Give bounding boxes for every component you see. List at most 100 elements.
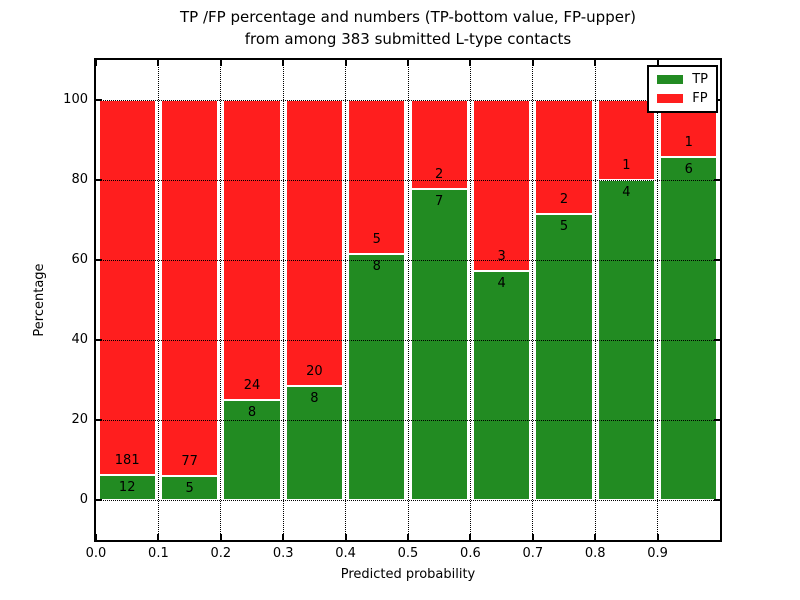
tp-count-label: 12 [118,480,136,496]
y-tick-right [714,259,720,261]
x-tick-top [531,60,534,66]
x-tick-bottom [282,534,285,540]
v-gridline [220,60,222,540]
tp-bar-segment [348,253,406,500]
x-tick-bottom [219,534,222,540]
x-tick-top [469,60,472,66]
x-tick-label: 0.8 [584,546,606,561]
v-gridline [407,60,409,540]
x-tick-bottom [531,534,534,540]
chart-title: TP /FP percentage and numbers (TP-bottom… [180,8,636,48]
y-tick-right [714,499,720,501]
y-tick-label: 80 [71,172,88,187]
x-axis-title: Predicted probability [340,567,476,582]
y-tick-left [96,339,102,341]
y-tick-label: 100 [63,92,88,107]
y-tick-label: 0 [79,492,88,507]
tp-count-label: 8 [310,390,319,406]
x-tick-label: 0.1 [148,546,169,561]
y-tick-left [96,259,102,261]
fp-bar-segment [535,100,593,215]
tp-bar-segment [660,157,718,500]
x-tick-top [344,60,347,66]
x-tick-top [407,60,409,66]
v-gridline [469,60,471,540]
fp-bar-segment [98,100,156,476]
tp-bar-segment [285,385,344,500]
legend-item: TP [657,73,708,86]
y-tick-right [714,179,720,181]
plot-area: TP FP 181 12 77 5 24 8 20 8 5 8 2 7 3 4 2 5 1 4 1 6 [94,58,722,542]
fp-count-label: 2 [559,192,569,208]
y-tick-left [96,419,102,421]
tp-bar-segment [535,214,593,500]
x-tick-bottom [95,534,97,540]
x-tick-top [219,60,222,66]
v-gridline [282,60,284,540]
fp-bar-segment [285,100,344,386]
x-tick-bottom [656,534,659,540]
fp-count-label: 5 [372,231,381,247]
fp-bar-segment [410,100,468,189]
fp-count-label: 2 [435,166,444,182]
y-tick-labels: 0 20 40 60 80 100 [0,60,88,540]
x-tick-bottom [344,534,347,540]
y-tick-label: 60 [71,252,88,267]
x-tick-label: 0.3 [272,546,294,561]
y-tick-right [714,339,720,341]
fp-bar-segment [597,100,656,180]
fp-count-label: 3 [497,249,506,265]
x-tick-top [95,60,97,66]
x-tick-labels: 0.0 0.1 0.2 0.3 0.4 0.5 0.6 0.7 0.8 0.9 [86,546,720,564]
tp-count-label: 4 [497,276,506,292]
fp-count-label: 20 [306,363,323,379]
x-tick-bottom [407,534,409,540]
tp-bar-segment [98,475,156,500]
x-tick-top [282,60,285,66]
x-tick-label: 0.4 [335,546,356,561]
fp-count-label: 181 [114,453,140,469]
x-tick-label: 0.0 [85,546,107,561]
fp-bar-segment [160,100,219,476]
fp-count-label: 24 [243,378,261,393]
fp-count-label: 77 [181,453,198,469]
legend-label: FP [692,91,708,106]
v-gridline [657,60,659,540]
v-gridline [532,60,534,540]
tp-count-label: 8 [247,405,257,420]
y-tick-left [96,499,102,501]
tp-bar-segment [160,475,219,500]
y-tick-label: 40 [71,332,88,347]
legend-item: FP [657,92,708,105]
legend: TP FP [647,65,718,113]
x-tick-bottom [157,534,160,540]
tp-count-label: 5 [185,480,194,496]
legend-label: TP [692,72,708,87]
y-tick-left [96,99,102,101]
x-tick-label: 0.2 [210,546,232,561]
x-tick-label: 0.9 [647,546,668,561]
fp-count-label: 1 [684,135,693,151]
tp-count-label: 7 [435,193,444,209]
legend-swatch-tp [657,75,684,84]
x-tick-label: 0.6 [460,546,481,561]
y-tick-right [714,419,720,421]
tp-count-label: 6 [684,162,693,178]
tp-bar-segment [410,188,468,500]
x-tick-top [656,60,659,66]
tp-count-label: 5 [559,219,569,235]
x-tick-label: 0.5 [397,546,419,561]
v-gridline [345,60,347,540]
fp-bar-segment [223,100,281,400]
tp-count-label: 8 [372,258,381,274]
x-tick-top [157,60,160,66]
fp-bar-segment [472,100,531,272]
fp-count-label: 1 [622,158,631,173]
v-gridline [157,60,159,540]
y-tick-label: 20 [71,412,88,427]
x-tick-bottom [594,534,597,540]
tp-count-label: 4 [622,185,631,200]
legend-swatch-fp [657,94,684,103]
x-tick-top [594,60,597,66]
